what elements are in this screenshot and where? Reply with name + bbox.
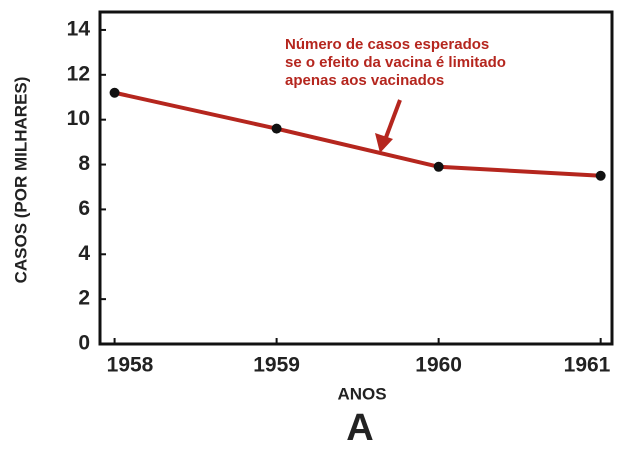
y-tick-label: 14 bbox=[67, 17, 91, 40]
y-tick-label: 8 bbox=[78, 152, 90, 175]
x-tick-label: 1959 bbox=[253, 354, 300, 377]
data-line bbox=[114, 90, 601, 178]
annotation-line: se o efeito da vacina é limitado bbox=[285, 54, 506, 71]
plot-frame bbox=[98, 10, 614, 346]
y-tick-label: 6 bbox=[78, 197, 90, 220]
annotation-line: apenas aos vacinados bbox=[285, 72, 444, 89]
y-tick-label: 4 bbox=[78, 242, 90, 265]
x-tick-label: 1961 bbox=[564, 354, 611, 377]
y-axis-label: CASOS (POR MILHARES) bbox=[11, 77, 30, 284]
annotation: Número de casos esperados se o efeito da… bbox=[285, 36, 506, 89]
x-tick-label: 1960 bbox=[415, 354, 462, 377]
annotation-arrow bbox=[375, 99, 402, 153]
y-tick-label: 0 bbox=[78, 332, 90, 355]
annotation-line: Número de casos esperados bbox=[285, 36, 489, 53]
data-point bbox=[109, 87, 120, 98]
x-tick-label: 1958 bbox=[107, 354, 154, 377]
panel-label: A bbox=[346, 407, 373, 448]
y-tick-label: 10 bbox=[67, 107, 90, 130]
x-axis-label: ANOS bbox=[337, 384, 386, 403]
data-point bbox=[595, 170, 606, 181]
y-tick-label: 2 bbox=[78, 287, 90, 310]
y-tick-label: 12 bbox=[67, 62, 90, 85]
data-point bbox=[271, 123, 282, 134]
data-point bbox=[433, 161, 444, 172]
